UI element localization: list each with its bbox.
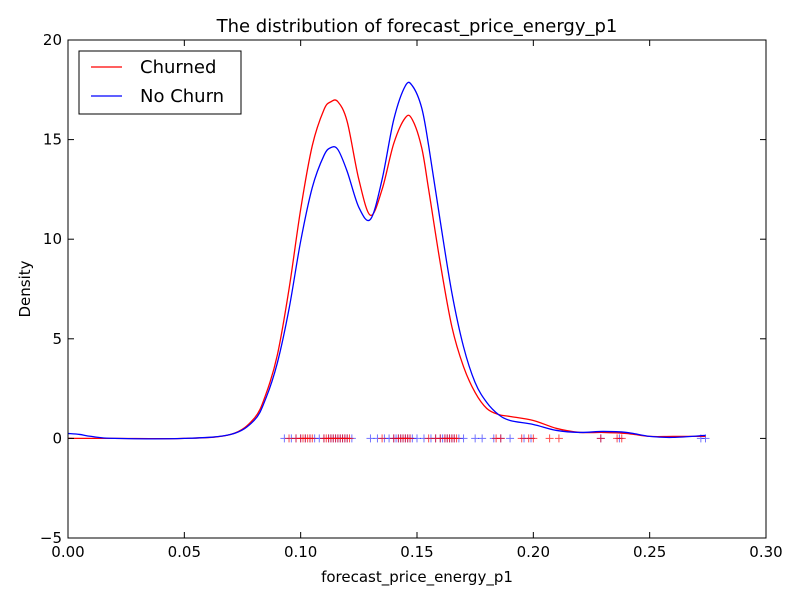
- legend-label-churned: Churned: [140, 57, 216, 78]
- rug-mark-churned: [424, 434, 433, 443]
- y-tick-label: 0: [52, 429, 62, 447]
- rug-mark-churned: [406, 434, 415, 443]
- rug-mark-churned: [517, 434, 526, 443]
- rug-mark-churned: [285, 434, 294, 443]
- series-line-churned: [68, 99, 706, 440]
- rug-mark-churned: [554, 434, 563, 443]
- rug-mark-churned: [452, 434, 461, 443]
- rug-mark-nochurn: [506, 434, 515, 443]
- rug-mark-churned: [496, 434, 505, 443]
- rug-mark-churned: [378, 434, 387, 443]
- x-tick-label: 0.00: [51, 543, 84, 561]
- legend-box: [78, 50, 242, 115]
- series-layer: [68, 81, 706, 440]
- x-tick-label: 0.15: [400, 543, 433, 561]
- x-tick-label: 0.05: [168, 543, 201, 561]
- x-tick-label: 0.30: [749, 543, 782, 561]
- rug-layer: [68, 434, 710, 443]
- x-axis-ticks: 0.00 0.05 0.10 0.15 0.20 0.25 0.30: [51, 40, 783, 561]
- x-tick-label: 0.10: [284, 543, 317, 561]
- x-tick-label: 0.20: [517, 543, 550, 561]
- y-tick-label: −5: [40, 529, 62, 547]
- x-axis-label: forecast_price_energy_p1: [321, 568, 513, 587]
- y-tick-label: 5: [52, 330, 62, 348]
- y-tick-label: 10: [43, 230, 62, 248]
- rug-mark-nochurn: [459, 434, 468, 443]
- rug-mark-nochurn: [471, 434, 480, 443]
- chart-title: The distribution of forecast_price_energ…: [216, 16, 618, 37]
- rug-mark-churned: [529, 434, 538, 443]
- legend: Churned No Churn: [78, 50, 242, 115]
- rug-mark-churned: [308, 434, 317, 443]
- y-tick-label: 20: [43, 31, 62, 49]
- rug-mark-churned: [345, 434, 354, 443]
- y-axis-ticks: −5 0 5 10 15 20: [40, 31, 766, 547]
- rug-mark-nochurn: [478, 434, 487, 443]
- rug-mark-churned: [617, 434, 626, 443]
- series-line-nochurn: [68, 81, 706, 440]
- rug-mark-churned: [545, 434, 554, 443]
- legend-label-nochurn: No Churn: [140, 86, 224, 107]
- rug-mark-nochurn: [413, 434, 421, 443]
- rug-mark-churned: [596, 434, 605, 443]
- x-tick-label: 0.25: [633, 543, 666, 561]
- y-axis-label: Density: [16, 260, 34, 317]
- y-tick-label: 15: [43, 131, 62, 149]
- rug-mark-nochurn: [366, 434, 375, 443]
